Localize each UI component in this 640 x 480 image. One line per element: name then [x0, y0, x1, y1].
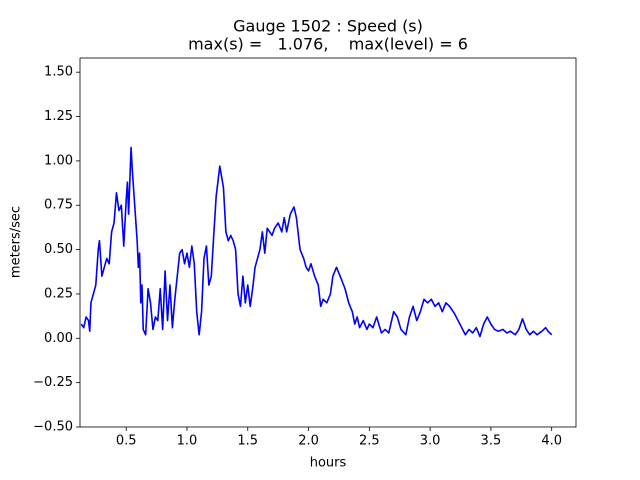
- x-tick-label: 1.0: [177, 434, 198, 449]
- y-axis-label: meters/sec: [9, 206, 24, 278]
- x-tick-label: 1.5: [237, 434, 258, 449]
- axes-frame: [79, 57, 577, 428]
- y-tick-label: 0.00: [44, 331, 73, 346]
- y-tick-label: 1.25: [44, 109, 73, 124]
- y-tick-label: −0.25: [33, 375, 73, 390]
- x-tick-label: 2.5: [359, 434, 380, 449]
- x-tick-label: 3.0: [420, 434, 441, 449]
- y-tick-label: 0.25: [44, 286, 73, 301]
- y-tick-label: 0.75: [44, 198, 73, 213]
- chart-subtitle: max(s) = 1.076, max(level) = 6: [188, 35, 468, 54]
- y-tick-label: −0.50: [33, 420, 73, 435]
- chart-title: Gauge 1502 : Speed (s): [233, 17, 423, 36]
- y-tick-label: 0.50: [44, 242, 73, 257]
- data-line: [80, 146, 553, 338]
- x-tick-label: 2.0: [298, 434, 319, 449]
- x-tick-label: 0.5: [116, 434, 137, 449]
- x-tick-label: 4.0: [541, 434, 562, 449]
- x-axis-label: hours: [310, 456, 347, 471]
- y-tick-label: 1.00: [44, 153, 73, 168]
- x-tick-label: 3.5: [481, 434, 502, 449]
- y-tick-label: 1.50: [44, 65, 73, 80]
